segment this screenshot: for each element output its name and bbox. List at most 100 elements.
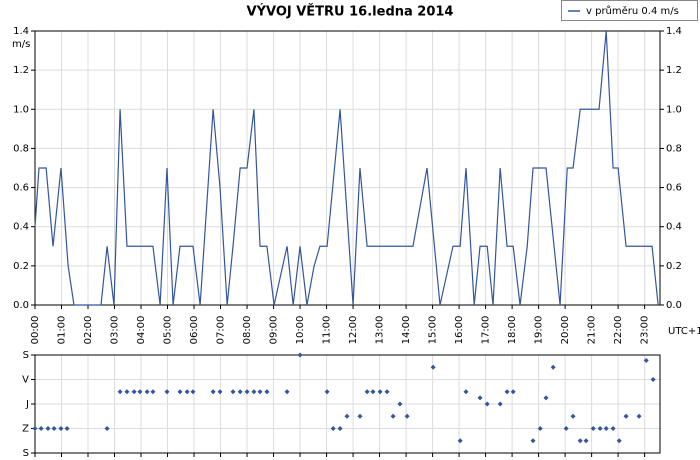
x-tick-label: 13:00	[375, 316, 386, 345]
direction-point	[144, 389, 150, 395]
direction-point	[184, 389, 190, 395]
direction-point	[543, 395, 549, 401]
direction-point	[190, 389, 196, 395]
direction-point	[430, 364, 436, 370]
y-tick-label: S	[23, 350, 29, 361]
direction-point	[51, 426, 57, 431]
direction-point	[58, 426, 64, 431]
x-tick-label: 20:00	[560, 316, 571, 345]
y-tick-label: 1.2	[13, 65, 29, 76]
y2-tick-label: 0.4	[666, 222, 682, 233]
direction-point	[284, 389, 290, 395]
direction-point	[537, 426, 543, 431]
wind-speed-line	[34, 30, 659, 306]
y-tick-label: J	[25, 399, 29, 410]
direction-point	[32, 426, 38, 431]
direction-point	[603, 426, 609, 431]
x-tick-label: 12:00	[348, 316, 359, 345]
y2-tick-label: 1.0	[666, 104, 682, 115]
direction-point	[210, 389, 216, 395]
x-tick-label: 00:00	[30, 316, 41, 345]
x-tick-label: 16:00	[454, 316, 465, 345]
direction-point	[337, 426, 343, 431]
direction-point	[457, 438, 463, 444]
y-tick-label: V	[22, 375, 29, 386]
x-tick-label: 17:00	[481, 316, 492, 345]
direction-point	[384, 389, 390, 395]
direction-point	[510, 389, 516, 395]
x-tick-label: 04:00	[136, 316, 147, 345]
direction-point	[597, 426, 603, 431]
x-tick-label: 01:00	[57, 316, 68, 345]
y-axis-label: m/s	[12, 39, 30, 50]
direction-point	[264, 389, 270, 395]
direction-point	[404, 413, 410, 419]
direction-point	[364, 389, 370, 395]
x-tick-label: 08:00	[242, 316, 253, 345]
y2-tick-label: 0.6	[666, 183, 682, 194]
plot-frame	[34, 30, 661, 306]
x-tick-label: 23:00	[640, 316, 651, 345]
x-tick-label: 11:00	[322, 316, 333, 345]
x-tick-label: 05:00	[163, 316, 174, 345]
wind-speed-plot: 00:00 01:00 02:00 03:00 04:00 05:00 06:00 07:00…	[13, 26, 682, 344]
wind-direction-plot: S V J Z S	[22, 350, 661, 459]
direction-point	[64, 426, 70, 431]
direction-point	[237, 389, 243, 395]
y-tick-label: 0.6	[13, 183, 29, 194]
x-tick-label: 22:00	[613, 316, 624, 345]
direction-point	[370, 389, 376, 395]
direction-point	[344, 413, 350, 419]
y-tick-label: 0.2	[13, 261, 29, 272]
y2-tick-label: 0.2	[666, 261, 682, 272]
direction-point	[177, 389, 183, 395]
plot-frame	[34, 354, 661, 454]
direction-point	[251, 389, 257, 395]
direction-point	[550, 364, 556, 370]
y-tick-label: 0.8	[13, 143, 29, 154]
direction-point	[397, 401, 403, 407]
y2-tick-label: 0.0	[666, 300, 682, 311]
direction-point	[623, 413, 629, 419]
x-tick-label: 10:00	[295, 316, 306, 345]
direction-point	[357, 413, 363, 419]
x-tick-label: 15:00	[428, 316, 439, 345]
direction-point	[504, 389, 510, 395]
direction-point	[164, 389, 170, 395]
direction-point	[570, 413, 576, 419]
direction-point	[244, 389, 250, 395]
direction-point	[230, 389, 236, 395]
direction-point	[45, 426, 51, 431]
direction-point	[577, 438, 583, 444]
direction-point	[330, 426, 336, 431]
y2-tick-label: 0.8	[666, 143, 682, 154]
direction-point	[377, 389, 383, 395]
direction-point	[616, 438, 622, 444]
y2-tick-label: 1.2	[666, 65, 682, 76]
x-tick-label: 14:00	[401, 316, 412, 345]
legend: v průměru 0.4 m/s	[561, 0, 698, 21]
direction-point	[643, 357, 649, 363]
direction-point	[497, 401, 503, 407]
direction-point	[257, 389, 263, 395]
direction-point	[390, 413, 396, 419]
x-tick-label: 09:00	[269, 316, 280, 345]
direction-point	[484, 401, 490, 407]
direction-point	[583, 438, 589, 444]
direction-point	[530, 438, 536, 444]
x-tick-label: 06:00	[189, 316, 200, 345]
x-tick-label: 03:00	[110, 316, 121, 345]
x-tick-label: 21:00	[587, 316, 598, 345]
direction-point	[137, 389, 143, 395]
x-tick-label: 18:00	[507, 316, 518, 345]
x-tick-label: 07:00	[216, 316, 227, 345]
direction-point	[150, 389, 156, 395]
direction-point	[610, 426, 616, 431]
y2-tick-label: 1.4	[666, 26, 682, 37]
direction-point	[117, 389, 123, 395]
direction-point	[38, 426, 44, 431]
direction-point	[131, 389, 137, 395]
direction-point	[324, 389, 330, 395]
